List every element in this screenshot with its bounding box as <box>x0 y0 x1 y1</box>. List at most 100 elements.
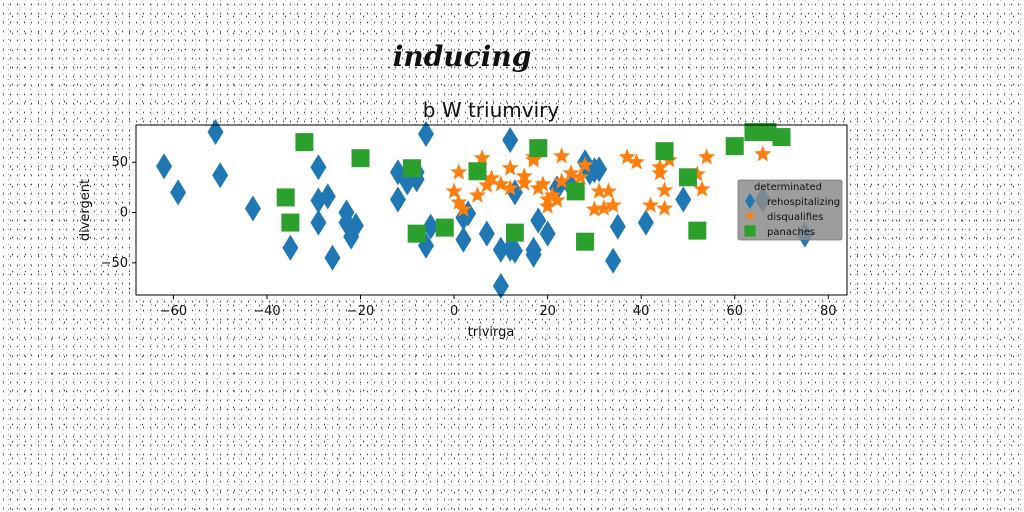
rehospitalizing-point <box>539 220 556 247</box>
rehospitalizing-point <box>389 186 406 213</box>
x-tick-label: 0 <box>450 304 458 319</box>
panaches-point <box>505 223 524 242</box>
y-tick-label: −50 <box>101 256 128 271</box>
panaches-point <box>758 123 777 142</box>
disqualifies-point <box>450 163 468 180</box>
rehospitalizing-point <box>347 212 364 239</box>
rehospitalizing-point <box>637 209 654 236</box>
disqualifies-point <box>618 148 636 165</box>
x-tick-label: 60 <box>726 304 743 319</box>
panaches-point <box>402 159 421 178</box>
disqualifies-point <box>656 181 674 198</box>
disqualifies-point <box>576 156 594 173</box>
disqualifies-point <box>553 172 571 189</box>
legend-title: determinated <box>754 182 822 193</box>
rehospitalizing-point <box>605 247 622 274</box>
disqualifies-point <box>651 164 669 181</box>
disqualifies-point <box>656 199 674 216</box>
disqualifies-point <box>571 168 589 185</box>
rehospitalizing-point <box>207 119 224 146</box>
panaches-legend-marker <box>744 225 756 237</box>
disqualifies-point <box>599 182 617 199</box>
disqualifies-point <box>651 158 669 175</box>
disqualifies-legend-label: disqualifies <box>767 212 823 223</box>
disqualifies-point <box>473 149 491 166</box>
rehospitalizing-point <box>492 236 509 263</box>
x-tick-label: 40 <box>633 304 650 319</box>
disqualifies-point <box>534 175 552 192</box>
disqualifies-point <box>693 180 711 197</box>
panaches-legend-label: panaches <box>767 227 815 238</box>
rehospitalizing-point <box>319 183 336 210</box>
rehospitalizing-point <box>478 220 495 247</box>
disqualifies-point <box>641 196 660 213</box>
disqualifies-point <box>754 145 772 162</box>
disqualifies-point <box>529 179 547 196</box>
rehospitalizing-point <box>502 127 519 154</box>
rehospitalizing-point <box>212 162 229 189</box>
disqualifies-point <box>450 193 468 210</box>
disqualifies-point <box>595 199 613 216</box>
x-tick-label: −60 <box>160 304 187 319</box>
chart-suptitle: inducing <box>393 40 532 73</box>
rehospitalizing-point <box>422 213 439 240</box>
panaches-point <box>688 221 707 240</box>
disqualifies-point <box>501 179 519 196</box>
y-axis-label: divergent <box>78 179 93 241</box>
panaches-point <box>407 224 426 243</box>
rehospitalizing-point <box>244 195 261 222</box>
rehospitalizing-point <box>506 237 523 264</box>
panaches-point <box>678 168 697 187</box>
rehospitalizing-point <box>492 272 509 299</box>
rehospitalizing-point <box>675 186 692 213</box>
chart-title: b W triumviry <box>423 98 560 122</box>
rehospitalizing-point <box>591 156 608 183</box>
rehospitalizing-point <box>170 179 187 206</box>
disqualifies-point <box>515 174 533 191</box>
x-axis-ticks: −60 −40 −20 0 20 40 60 80 <box>160 295 837 319</box>
legend: determinated rehospitalizing disqualifies… <box>737 179 843 241</box>
panaches-point <box>276 188 295 207</box>
disqualifies-point <box>515 167 533 184</box>
rehospitalizing-point <box>455 226 472 253</box>
rehospitalizing-legend-marker <box>745 192 755 210</box>
disqualifies-point <box>482 169 501 186</box>
disqualifies-point <box>445 182 463 199</box>
disqualifies-point <box>590 182 608 199</box>
disqualifies-point <box>627 153 646 170</box>
panaches-point <box>655 142 674 161</box>
disqualifies-point <box>454 200 472 217</box>
y-axis-ticks: −50 0 50 <box>101 155 136 271</box>
rehospitalizing-point <box>609 213 626 240</box>
plot-frame <box>135 124 848 296</box>
x-tick-label: −40 <box>253 304 280 319</box>
panaches-point <box>295 133 314 152</box>
disqualifies-point <box>562 164 580 181</box>
rehospitalizing-point <box>506 179 523 206</box>
disqualifies-point <box>698 148 716 165</box>
y-tick-label: 0 <box>120 206 128 221</box>
panaches-point <box>772 128 791 147</box>
rehospitalizing-point <box>530 207 547 234</box>
rehospitalizing-point <box>310 154 327 181</box>
disqualifies-point <box>492 175 510 192</box>
x-tick-label: −20 <box>347 304 374 319</box>
rehospitalizing-point <box>282 234 299 261</box>
disqualifies-point <box>585 200 603 217</box>
panaches-point <box>351 149 370 168</box>
rehospitalizing-legend-label: rehospitalizing <box>767 197 840 208</box>
panaches-point <box>566 182 585 201</box>
rehospitalizing-point <box>310 209 327 236</box>
panaches-point <box>281 213 300 232</box>
panaches-point <box>435 218 454 237</box>
disqualifies-legend-marker <box>744 210 756 221</box>
disqualifies-point <box>543 186 561 203</box>
disqualifies-point <box>604 196 622 213</box>
rehospitalizing-point <box>418 121 435 148</box>
panaches-point <box>468 162 487 181</box>
disqualifies-point <box>553 147 571 164</box>
rehospitalizing-point <box>324 244 341 271</box>
disqualifies-point <box>539 197 557 214</box>
legend-entries: rehospitalizing disqualifies panaches <box>744 192 840 238</box>
legend-box <box>737 179 843 241</box>
